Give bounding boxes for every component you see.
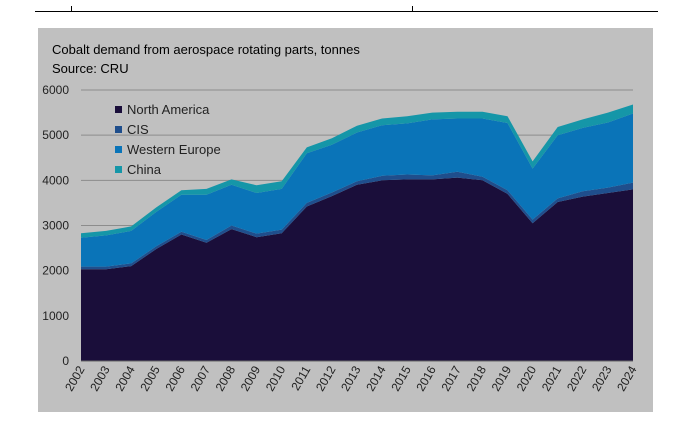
legend-item-china: China: [115, 159, 221, 179]
legend-label: Western Europe: [127, 141, 221, 157]
legend-swatch: [115, 165, 122, 173]
top-tick-mark: [71, 6, 72, 11]
legend-item-western-europe: Western Europe: [115, 139, 221, 159]
y-tick-label: 6000: [42, 83, 69, 97]
area-western-europe: [81, 113, 633, 267]
legend-swatch: [115, 105, 122, 113]
x-tick-label: 2024: [614, 363, 640, 393]
chart-subtitle: Source: CRU: [52, 61, 129, 76]
legend-label: China: [127, 161, 161, 177]
x-tick-label: 2019: [489, 363, 515, 393]
x-tick-label: 2023: [589, 363, 615, 393]
x-tick-label: 2015: [388, 363, 414, 393]
x-tick-label: 2006: [162, 363, 188, 393]
x-tick-label: 2008: [213, 363, 239, 393]
x-tick-label: 2007: [188, 363, 214, 393]
x-tick-label: 2021: [539, 363, 565, 393]
legend-label: CIS: [127, 121, 149, 137]
x-tick-label: 2010: [263, 363, 289, 393]
top-rule: [35, 11, 658, 12]
y-tick-label: 3000: [42, 219, 69, 233]
x-tick-label: 2012: [313, 363, 339, 393]
area-china: [81, 104, 633, 238]
chart-legend: North America CIS Western Europe China: [115, 99, 221, 179]
x-tick-label: 2017: [438, 363, 464, 393]
y-tick-label: 5000: [42, 128, 69, 142]
legend-item-cis: CIS: [115, 119, 221, 139]
x-tick-label: 2016: [413, 363, 439, 393]
x-tick-label: 2011: [288, 363, 313, 393]
x-tick-label: 2018: [464, 363, 490, 393]
legend-swatch: [115, 145, 122, 153]
y-tick-label: 2000: [42, 264, 69, 278]
x-tick-label: 2022: [564, 363, 590, 393]
x-tick-label: 2003: [87, 363, 113, 393]
legend-label: North America: [127, 101, 210, 117]
x-tick-label: 2005: [137, 363, 163, 393]
area-north-america: [81, 177, 633, 361]
x-tick-label: 2009: [238, 363, 264, 393]
legend-item-north-america: North America: [115, 99, 221, 119]
x-tick-label: 2013: [338, 363, 364, 393]
y-tick-label: 4000: [42, 173, 69, 187]
y-tick-label: 0: [62, 354, 69, 368]
x-tick-label: 2020: [514, 363, 540, 393]
x-tick-label: 2014: [363, 363, 389, 393]
x-tick-label: 2004: [112, 363, 138, 393]
chart-title: Cobalt demand from aerospace rotating pa…: [52, 42, 360, 57]
top-tick-mark: [412, 6, 413, 11]
y-tick-label: 1000: [42, 309, 69, 323]
legend-swatch: [115, 125, 122, 133]
